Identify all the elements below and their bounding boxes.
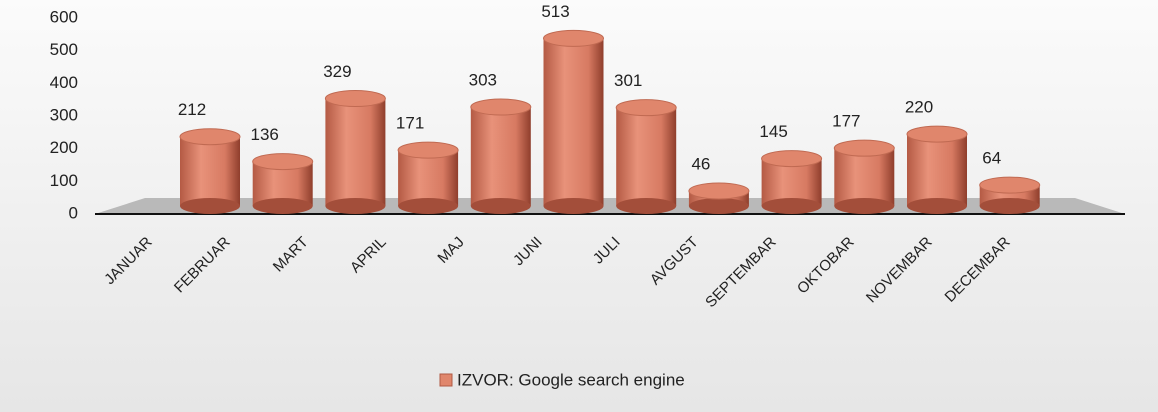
bar-body [543, 38, 604, 206]
data-label: 220 [905, 98, 933, 117]
bar-top [615, 99, 677, 117]
bar-bottom [761, 198, 822, 214]
y-tick-label: 600 [50, 7, 78, 26]
bar [979, 176, 1041, 214]
bar [906, 125, 968, 214]
bar [688, 182, 750, 214]
bar [179, 128, 241, 214]
data-label: 46 [691, 154, 710, 173]
bar-body [834, 148, 895, 206]
bar-bottom [398, 198, 459, 214]
bar-top [906, 125, 968, 143]
bar-top [761, 150, 823, 168]
bar-bottom [325, 198, 386, 214]
bar-body [616, 107, 677, 206]
bar-top [397, 141, 459, 159]
y-tick-label: 300 [50, 105, 78, 124]
data-label: 177 [832, 112, 860, 131]
bar-body [907, 134, 967, 206]
legend-swatch [439, 373, 453, 387]
legend-label: IZVOR: Google search engine [457, 370, 685, 389]
y-tick-label: 100 [50, 171, 78, 190]
data-label: 513 [541, 2, 569, 21]
data-label: 301 [614, 71, 642, 90]
bar [761, 150, 823, 214]
bar-bottom [907, 198, 967, 214]
y-tick-label: 500 [50, 40, 78, 59]
bar [397, 141, 459, 214]
floor [95, 198, 1125, 214]
y-tick-label: 400 [50, 73, 78, 92]
data-label: 64 [982, 149, 1001, 168]
data-label: 145 [759, 122, 787, 141]
bar-bottom [543, 198, 604, 214]
y-tick-label: 200 [50, 138, 78, 157]
bar-body [398, 150, 459, 206]
bar [252, 153, 314, 214]
bar-top [324, 90, 386, 108]
bar [470, 98, 532, 214]
bar-body [470, 107, 531, 206]
bar [543, 29, 604, 214]
bar-bottom [470, 198, 531, 214]
bar-top [252, 153, 314, 171]
data-label: 329 [323, 62, 351, 81]
data-label: 136 [251, 125, 279, 144]
bar-bottom [180, 198, 240, 214]
bar [833, 139, 895, 214]
data-label: 171 [396, 114, 424, 133]
bar [324, 90, 386, 214]
data-label: 303 [469, 71, 497, 90]
bar-top [470, 98, 532, 116]
bar-bottom [688, 198, 749, 214]
bar-body [180, 136, 240, 206]
bar-top [688, 182, 750, 200]
bar-bottom [252, 198, 313, 214]
bar-top [833, 139, 895, 157]
bar-bottom [979, 198, 1040, 214]
bar-body [325, 98, 386, 206]
bar-top [979, 176, 1041, 194]
bar [615, 99, 677, 214]
bar-top [543, 29, 604, 47]
bar-bottom [834, 198, 895, 214]
data-label: 212 [178, 100, 206, 119]
bar-bottom [616, 198, 677, 214]
y-tick-label: 0 [69, 203, 78, 222]
bar-top [179, 128, 241, 146]
